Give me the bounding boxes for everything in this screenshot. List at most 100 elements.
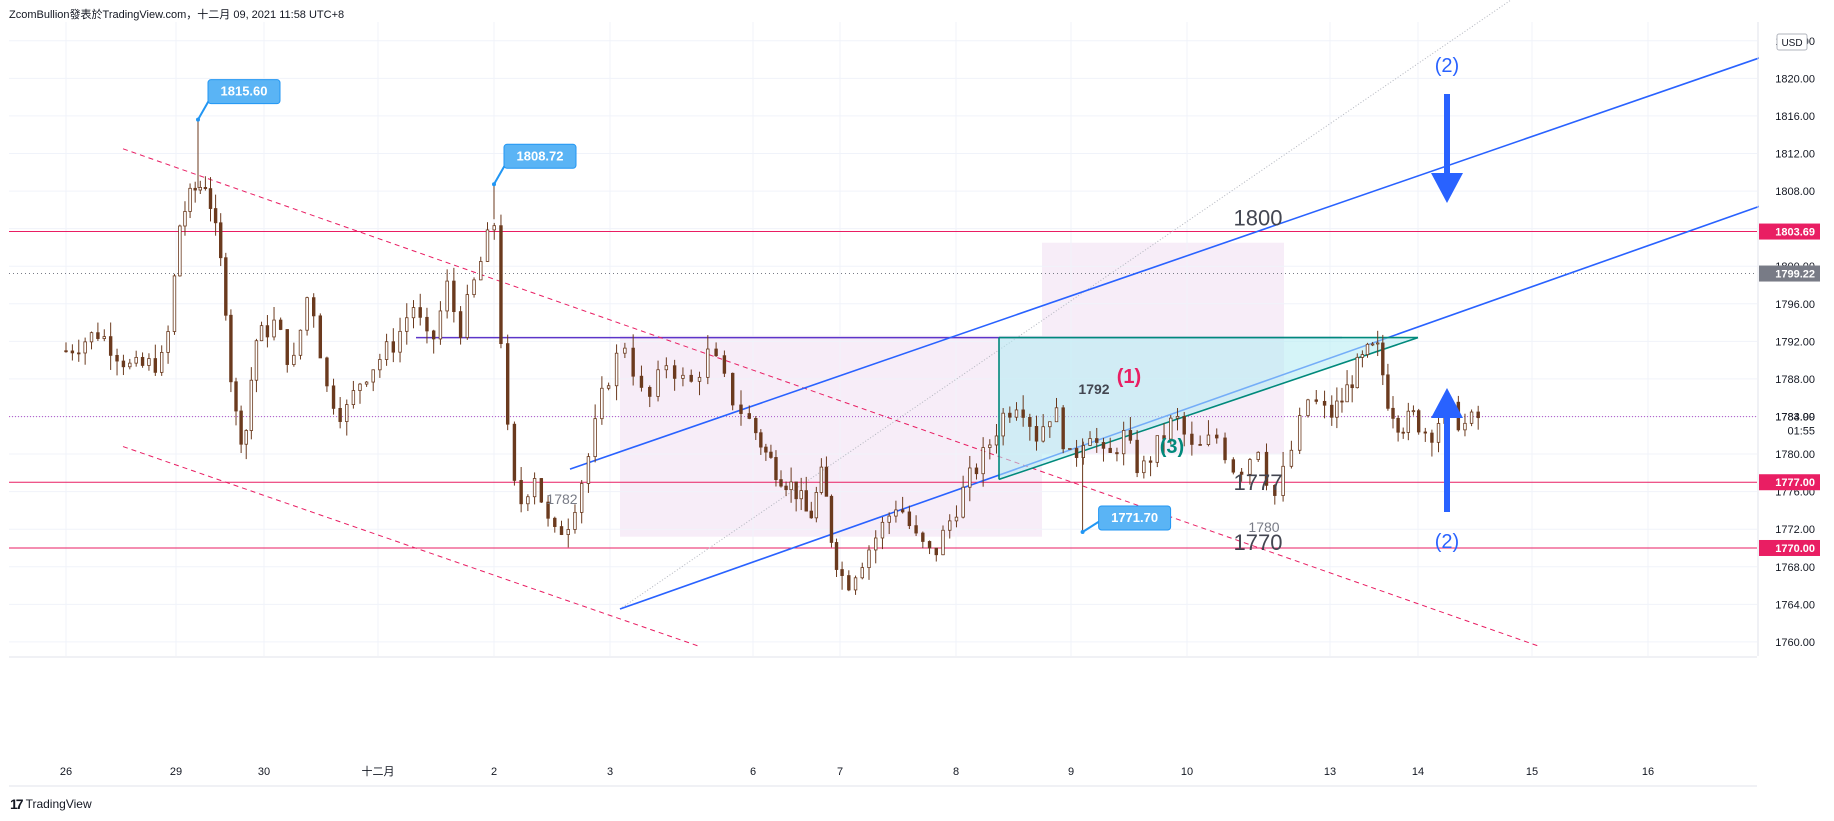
time-tick-5: 3 [607, 766, 613, 778]
candle-body-162 [1115, 452, 1119, 455]
candle-body-165 [1135, 439, 1139, 474]
candle-body-84 [593, 418, 597, 458]
candle-body-193 [1345, 384, 1349, 403]
candle-body-88 [623, 347, 627, 354]
candle-body-76 [539, 478, 544, 503]
price-badge-1777.00 [1759, 474, 1820, 491]
candle-body-3 [83, 341, 87, 354]
candle-body-159 [1095, 438, 1099, 443]
candle-body-107 [769, 451, 773, 458]
candle-body-209 [1430, 432, 1434, 443]
candle-body-124 [860, 567, 864, 579]
candle-body-20 [188, 187, 192, 212]
candle-body-198 [1370, 343, 1375, 346]
candle-body-201 [1386, 374, 1390, 409]
candle-body-202 [1391, 407, 1395, 419]
candle-body-30 [239, 410, 243, 445]
candle-body-0 [64, 350, 68, 353]
candle-body-12 [140, 356, 145, 366]
candle-body-38 [285, 329, 289, 365]
candle-body-48 [351, 390, 356, 405]
callout-box-2 [1098, 505, 1172, 531]
candle-body-149 [1028, 417, 1032, 427]
time-tick-0: 26 [60, 766, 72, 778]
horizontal-levels [9, 231, 1757, 549]
candle-body-115 [809, 510, 813, 519]
callout-dot-2 [1080, 530, 1085, 535]
candle-body-90 [639, 375, 644, 388]
candle-body-78 [553, 517, 557, 527]
callout-dot-0 [196, 117, 200, 122]
candle-body-58 [418, 307, 422, 318]
time-tick-7: 7 [837, 766, 843, 778]
candle-body-50 [364, 381, 369, 385]
candle-body-83 [586, 456, 591, 484]
candle-body-182 [1264, 451, 1269, 486]
callout-label-0: 1815.60 [221, 84, 268, 99]
down-arrow-icon [1431, 94, 1463, 203]
callout-box-0 [207, 79, 281, 105]
candle-body-134 [927, 541, 932, 549]
candle-body-118 [824, 466, 829, 497]
candle-body-206 [1411, 410, 1416, 413]
candle-body-109 [779, 479, 783, 487]
candle-body-132 [914, 525, 918, 534]
annotation-6: 1780 [1248, 519, 1279, 535]
candle-body-35 [265, 325, 270, 338]
time-tick-2: 30 [258, 766, 270, 778]
price-axis[interactable]: 1760.001764.001768.001772.001776.001780.… [1757, 0, 1834, 821]
candle-body-5 [96, 332, 100, 339]
candle-body-170 [1169, 417, 1173, 440]
candle-body-47 [345, 404, 349, 422]
candle-body-156 [1074, 448, 1079, 458]
candle-body-17 [172, 275, 177, 332]
triangle-hypotenuse [998, 336, 1419, 481]
candle-body-97 [697, 376, 702, 382]
candle-body-173 [1190, 433, 1194, 445]
price-tick-1820.00: 1820.00 [1775, 73, 1815, 85]
callout-dot-1 [492, 182, 496, 187]
candle-body-81 [573, 511, 577, 530]
candle-body-125 [867, 549, 871, 569]
candle-body-139 [961, 486, 965, 518]
candle-body-150 [1034, 426, 1039, 442]
candle-body-166 [1142, 460, 1146, 474]
candle-body-105 [759, 432, 763, 448]
candle-body-123 [853, 577, 858, 591]
candle-body-141 [974, 467, 979, 475]
candle-body-142 [981, 447, 985, 475]
price-tick-1812.00: 1812.00 [1775, 148, 1815, 160]
candle-body-145 [1001, 412, 1005, 437]
candle-body-96 [689, 374, 693, 382]
candle-body-63 [452, 280, 456, 313]
price-badge-text-1803.69: 1803.69 [1775, 227, 1815, 239]
candle-body-197 [1365, 343, 1370, 355]
candle-body-181 [1256, 451, 1260, 460]
candle-body-194 [1350, 384, 1354, 389]
current-price-countdown: 01:55 [1787, 426, 1815, 438]
candle-body-160 [1101, 442, 1106, 449]
candle-body-91 [648, 387, 652, 397]
candle-body-95 [681, 374, 685, 379]
candle-body-11 [134, 356, 138, 364]
candle-body-140 [968, 467, 972, 488]
candle-body-1 [70, 350, 75, 354]
candle-body-92 [656, 369, 660, 397]
candle-body-195 [1355, 356, 1359, 389]
price-badge-1770.00 [1759, 539, 1820, 556]
candle-body-129 [894, 509, 898, 517]
ascending-channel-upper [569, 56, 1761, 470]
price-tick-1788.00: 1788.00 [1775, 374, 1815, 386]
candle-body-111 [789, 481, 793, 491]
candle-body-93 [664, 365, 669, 371]
candle-body-148 [1021, 409, 1025, 418]
candle-body-106 [764, 446, 768, 453]
candle-body-207 [1416, 410, 1421, 433]
time-axis[interactable]: 26 29 30 十二月 2 3 6 7 8 9 10 13 14 15 16 [9, 656, 1757, 787]
price-tick-1764.00: 1764.00 [1775, 599, 1815, 611]
candle-body-121 [840, 569, 844, 576]
chart-header-title: ZcomBullion發表於TradingView.com，十二月 09, 20… [9, 9, 345, 21]
candle-body-138 [954, 516, 959, 522]
candle-body-102 [739, 404, 743, 414]
